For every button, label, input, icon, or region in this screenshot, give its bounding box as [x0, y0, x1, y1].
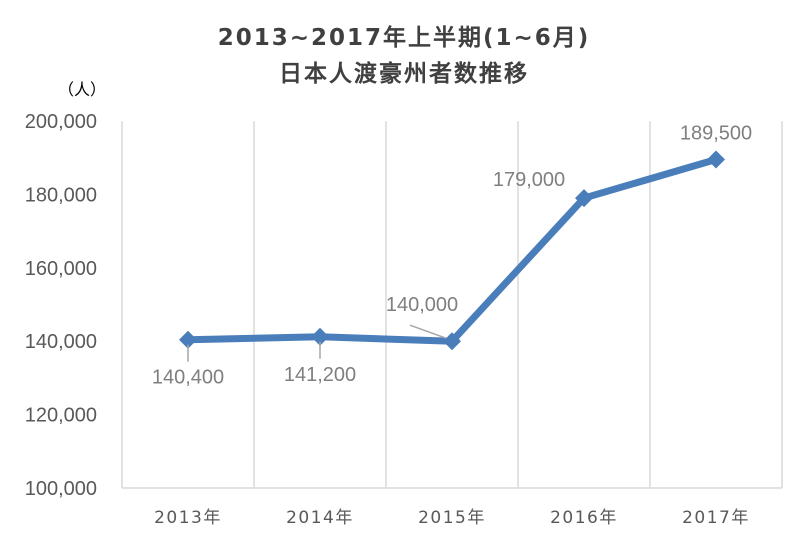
data-label-leader-line	[409, 324, 447, 339]
data-label: 179,000	[493, 169, 565, 191]
data-point-marker	[707, 150, 725, 169]
y-tick-label: 160,000	[25, 258, 97, 280]
x-tick-label: 2014年	[286, 508, 354, 528]
data-point-marker	[311, 327, 329, 346]
x-tick-label: 2015年	[418, 508, 486, 528]
x-tick-label: 2013年	[154, 508, 222, 528]
x-tick-label: 2016年	[550, 508, 618, 528]
data-point-marker	[575, 189, 593, 208]
y-tick-label: 100,000	[25, 478, 97, 500]
y-tick-label: 180,000	[25, 184, 97, 206]
data-label: 189,500	[680, 123, 752, 145]
data-label: 140,000	[386, 294, 458, 316]
y-tick-label: 120,000	[25, 405, 97, 427]
data-point-marker	[179, 330, 197, 349]
y-tick-label: 140,000	[25, 331, 97, 353]
data-label: 140,400	[152, 367, 224, 389]
data-label: 141,200	[284, 364, 356, 386]
chart-subtitle: 日本人渡豪州者数推移	[279, 61, 529, 87]
data-point-marker	[443, 332, 461, 351]
y-axis-unit-label: （人）	[58, 80, 107, 99]
x-tick-label: 2017年	[682, 508, 750, 528]
chart-title: 2013~2017年上半期(1~6月)	[217, 25, 591, 51]
y-tick-label: 200,000	[25, 111, 97, 133]
